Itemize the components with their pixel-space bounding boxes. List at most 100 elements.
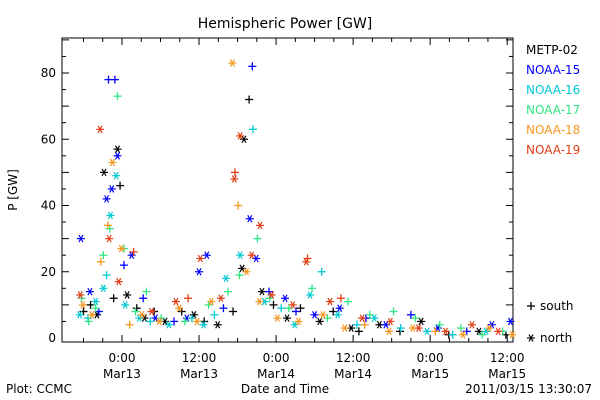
data-point — [234, 201, 243, 210]
data-point — [230, 175, 239, 183]
data-point — [239, 135, 248, 144]
timestamp: 2011/03/15 13:30:07 — [465, 382, 592, 396]
data-point — [112, 171, 121, 180]
data-point — [119, 261, 128, 270]
data-point — [229, 307, 238, 316]
data-point — [184, 294, 193, 303]
y-tick-label: 40 — [41, 199, 56, 213]
data-point — [326, 297, 335, 306]
marker-legend-label: north — [540, 331, 572, 345]
data-point — [458, 330, 467, 339]
data-point — [219, 304, 228, 313]
data-point — [248, 62, 257, 71]
data-point — [142, 287, 151, 296]
data-point — [91, 304, 100, 313]
series-noaa-15 — [76, 62, 515, 336]
data-point — [87, 311, 96, 319]
legend-entry: NOAA-17 — [526, 103, 580, 117]
data-point — [333, 311, 342, 319]
data-point — [189, 311, 198, 319]
data-point — [269, 300, 278, 309]
data-point — [171, 297, 180, 306]
data-point — [281, 294, 290, 303]
data-point — [78, 301, 87, 309]
data-point — [273, 314, 282, 322]
data-point — [462, 327, 471, 336]
marker-legend: south north — [527, 299, 574, 345]
data-point — [385, 327, 394, 336]
data-point — [340, 324, 349, 332]
data-point — [137, 311, 146, 319]
data-point — [230, 168, 239, 177]
data-point — [315, 317, 324, 326]
data-point — [435, 320, 444, 329]
data-point — [253, 234, 262, 243]
data-point — [282, 314, 291, 322]
data-point — [467, 320, 476, 329]
data-point — [296, 304, 305, 313]
x-tick-date: Mar13 — [180, 367, 218, 381]
data-point — [75, 311, 84, 319]
data-point — [223, 287, 232, 296]
x-tick-time: 12:00 — [182, 351, 217, 365]
data-point — [114, 277, 123, 286]
data-point — [106, 211, 115, 220]
data-point — [164, 320, 173, 329]
data-point — [193, 317, 202, 326]
series-noaa-17 — [77, 92, 507, 339]
data-point — [102, 195, 111, 203]
data-point — [207, 297, 216, 306]
data-point — [386, 317, 395, 326]
x-tick-date: Mar14 — [334, 367, 372, 381]
data-point — [235, 271, 244, 280]
data-point — [354, 327, 363, 336]
data-point — [155, 317, 164, 326]
data-point — [247, 251, 256, 259]
data-point — [478, 330, 487, 339]
data-point — [108, 158, 117, 167]
data-point — [116, 181, 125, 190]
data-point — [288, 301, 297, 309]
data-point — [202, 251, 211, 259]
data-point — [180, 317, 189, 326]
data-point — [508, 330, 517, 339]
data-point — [310, 311, 319, 319]
data-point — [291, 307, 300, 316]
data-point — [107, 185, 116, 193]
data-point — [448, 330, 457, 339]
data-point — [255, 297, 264, 306]
data-point — [76, 291, 85, 299]
x-tick-time: 0:00 — [263, 351, 290, 365]
data-point — [245, 214, 254, 223]
data-point — [228, 59, 237, 67]
data-point — [96, 125, 105, 134]
legend-entry: NOAA-19 — [526, 143, 580, 157]
data-point — [196, 254, 205, 263]
marker-legend-symbol — [527, 334, 535, 342]
data-point — [308, 284, 317, 293]
plot-frame — [61, 37, 514, 343]
data-point — [121, 301, 130, 309]
legend-entry: NOAA-15 — [526, 63, 580, 77]
series-metp-02 — [79, 95, 510, 339]
data-point — [506, 317, 515, 326]
x-tick-date: Mar13 — [103, 367, 141, 381]
data-point — [79, 307, 88, 316]
data-point — [109, 294, 118, 303]
x-tick-date: Mar14 — [257, 367, 295, 381]
data-point — [256, 221, 265, 230]
data-point — [336, 294, 345, 303]
data-point — [204, 300, 213, 309]
data-point — [358, 314, 367, 322]
data-point — [414, 324, 423, 332]
data-point — [170, 317, 179, 326]
data-point — [343, 297, 352, 306]
data-point — [131, 307, 140, 316]
x-tick-date: Mar15 — [488, 367, 526, 381]
data-point — [129, 247, 138, 256]
data-point — [303, 254, 312, 263]
x-tick-time: 12:00 — [490, 351, 525, 365]
data-point — [105, 234, 114, 243]
data-point — [125, 320, 134, 329]
